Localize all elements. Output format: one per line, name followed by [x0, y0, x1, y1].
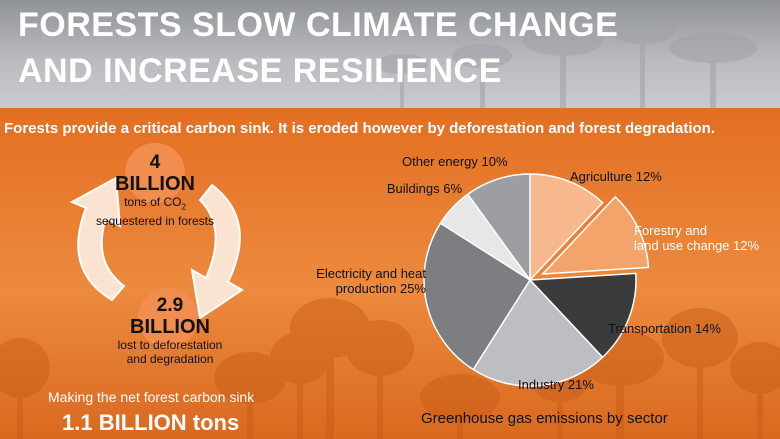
pie-label-electricity-and-heat-production: Electricity and heat production 25% [316, 266, 426, 296]
sequestered-desc-text: tons of CO [124, 195, 182, 209]
pie-slice-industry [472, 278, 604, 387]
pie-label-other-energy: Other energy 10% [402, 154, 508, 169]
pie-slice-agriculture [529, 173, 604, 282]
subtitle: Forests provide a critical carbon sink. … [4, 120, 716, 137]
lost-unit: BILLION [130, 316, 210, 338]
sequestered-stat: 4 BILLION tons of CO2 sequestered in for… [70, 152, 240, 229]
pie-slice-other-energy [466, 173, 531, 283]
header-banner: FORESTS SLOW CLIMATE CHANGE AND INCREASE… [0, 0, 780, 108]
lost-stat: 2.9 BILLION lost to deforestation and de… [80, 295, 260, 367]
title-line-2: AND INCREASE RESILIENCE [18, 52, 502, 90]
bottom-stat-circle [138, 288, 198, 348]
pie-label-forestry-and-land-use-change: Forestry and land use change 12% [634, 223, 759, 253]
lost-desc-1: lost to deforestation [117, 338, 223, 352]
down-arrow-icon [190, 183, 244, 320]
pie-label-buildings: Buildings 6% [387, 181, 463, 196]
tree-silhouettes-header [376, 16, 757, 108]
net-sink-text: Making the net forest carbon sink [48, 389, 255, 405]
co2-subscript: 2 [181, 202, 186, 212]
net-sink-value: 1.1 BILLION tons [62, 410, 240, 435]
lost-desc-2: and degradation [126, 352, 214, 366]
pie-slice-transportation [528, 272, 637, 359]
sequestered-unit: BILLION [115, 173, 195, 195]
sequestered-number: 4 [149, 152, 161, 173]
lost-number: 2.9 [156, 295, 184, 316]
pie-slice-electricity-and-heat-production [423, 222, 532, 371]
pie-label-industry: Industry 21% [518, 377, 594, 392]
sequestered-desc-1: tons of CO2 [70, 195, 240, 214]
pie-label-transportation: Transportation 14% [608, 321, 721, 336]
title-line-1: FORESTS SLOW CLIMATE CHANGE [18, 6, 619, 44]
pie-chart-title: Greenhouse gas emissions by sector [421, 410, 668, 427]
top-stat-circle [125, 143, 185, 203]
pie-label-agriculture: Agriculture 12% [570, 169, 662, 184]
up-arrow-icon [69, 176, 126, 302]
pie-slice-forestry-and-land-use-change [540, 195, 650, 275]
sequestered-desc-2: sequestered in forests [95, 214, 215, 229]
